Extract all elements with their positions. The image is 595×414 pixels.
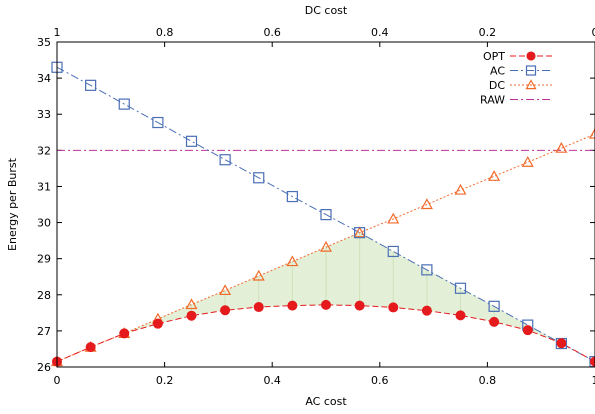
marker-dc bbox=[555, 141, 568, 153]
marker-opt bbox=[321, 299, 331, 310]
series-markers bbox=[50, 61, 595, 368]
top-axis-title: DC cost bbox=[305, 4, 348, 17]
x-tick-label: 0.6 bbox=[371, 374, 389, 387]
x2-tick-label: 0.2 bbox=[479, 26, 497, 39]
marker-opt bbox=[354, 300, 365, 311]
marker-opt bbox=[388, 302, 399, 313]
legend-label-raw: RAW bbox=[480, 94, 505, 107]
x-tick-label: 0.4 bbox=[263, 374, 281, 387]
marker-opt bbox=[455, 310, 466, 321]
marker-opt bbox=[186, 310, 197, 321]
series-line-ac bbox=[56, 66, 595, 363]
x-axis-title: AC cost bbox=[305, 395, 347, 408]
tick-labels: 26 27 28 29 30 31 32 33 34 35 0 0.2 0.4 0.6 0.8 1 1 0.8 0.… bbox=[37, 26, 595, 387]
x2-tick-label: 0.8 bbox=[156, 26, 174, 39]
legend-label-dc: DC bbox=[489, 79, 505, 92]
marker-ac bbox=[118, 98, 130, 110]
marker-dc bbox=[353, 226, 366, 238]
legend-marker-ac bbox=[525, 65, 537, 76]
x2-tick-label: 0.6 bbox=[263, 26, 281, 39]
marker-ac bbox=[421, 264, 433, 276]
x-tick-label: 0.2 bbox=[156, 374, 174, 387]
y-tick-label: 34 bbox=[37, 72, 51, 85]
marker-ac bbox=[488, 300, 500, 312]
y-tick-label: 31 bbox=[37, 180, 51, 193]
marker-dc bbox=[420, 198, 433, 210]
marker-dc bbox=[185, 298, 198, 310]
plot-frame bbox=[56, 41, 595, 368]
marker-opt bbox=[421, 305, 432, 316]
y-tick-label: 33 bbox=[37, 108, 51, 121]
marker-ac bbox=[387, 245, 399, 258]
marker-ac bbox=[354, 227, 366, 239]
y-tick-label: 32 bbox=[37, 144, 51, 157]
y-tick-label: 26 bbox=[37, 361, 51, 374]
y-tick-label: 35 bbox=[37, 36, 51, 49]
marker-dc bbox=[521, 156, 534, 167]
series-line-opt bbox=[56, 304, 595, 363]
y-tick-label: 30 bbox=[37, 217, 51, 230]
marker-ac bbox=[152, 116, 164, 129]
marker-dc bbox=[454, 183, 467, 195]
y-tick-label: 27 bbox=[37, 325, 51, 338]
marker-dc bbox=[286, 255, 299, 267]
marker-ac bbox=[85, 79, 97, 91]
x2-tick-label: 0 bbox=[592, 26, 595, 39]
marker-opt bbox=[220, 305, 231, 316]
y-tick-label: 28 bbox=[37, 289, 51, 302]
marker-ac bbox=[185, 135, 198, 147]
marker-opt bbox=[489, 316, 500, 327]
series-line-dc bbox=[56, 133, 595, 363]
marker-opt bbox=[119, 328, 130, 339]
legend-label-opt: OPT bbox=[483, 50, 505, 63]
marker-opt bbox=[152, 318, 163, 329]
x2-tick-label: 0.4 bbox=[371, 26, 389, 39]
marker-ac bbox=[219, 154, 231, 166]
legend-marker-dc bbox=[525, 79, 537, 90]
marker-dc bbox=[252, 269, 265, 281]
marker-dc bbox=[319, 240, 333, 252]
series-lines bbox=[56, 66, 595, 363]
marker-ac bbox=[253, 172, 265, 184]
marker-ac bbox=[320, 209, 332, 221]
marker-ac bbox=[286, 190, 298, 203]
y-axis-title: Energy per Burst bbox=[6, 157, 19, 251]
marker-dc bbox=[488, 170, 501, 181]
y-tick-label: 29 bbox=[37, 253, 51, 266]
marker-opt bbox=[522, 325, 533, 336]
x-tick-label: 0.8 bbox=[479, 374, 497, 387]
legend-label-ac: AC bbox=[490, 65, 505, 78]
x-tick-label: 1 bbox=[592, 374, 595, 387]
x-tick-label: 0 bbox=[54, 374, 61, 387]
marker-opt bbox=[556, 338, 567, 349]
fill-region bbox=[57, 232, 595, 362]
marker-opt bbox=[287, 300, 298, 311]
marker-opt bbox=[85, 342, 96, 353]
marker-dc bbox=[588, 127, 595, 139]
marker-opt bbox=[253, 302, 264, 313]
x2-tick-label: 1 bbox=[54, 26, 61, 39]
marker-ac bbox=[454, 282, 467, 294]
marker-dc bbox=[387, 212, 400, 224]
legend-marker-opt bbox=[526, 51, 536, 61]
marker-opt bbox=[590, 356, 595, 367]
marker-dc bbox=[219, 284, 232, 296]
